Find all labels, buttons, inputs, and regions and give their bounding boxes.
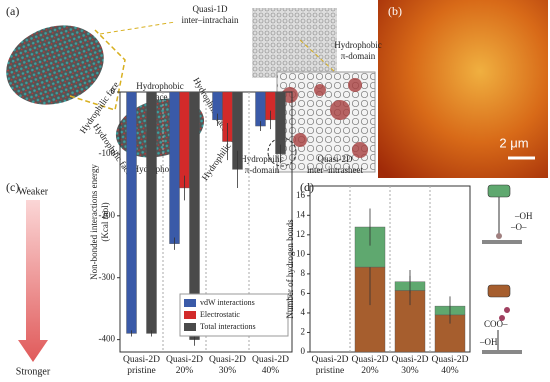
label: Hydrophobic xyxy=(334,40,382,50)
x-tick-label: Quasi-2D pristine xyxy=(123,355,160,376)
label: inter–intrachain xyxy=(182,15,239,25)
panel-label: (c) xyxy=(6,180,19,194)
label: Hydrophobic xyxy=(136,81,184,91)
label: face xyxy=(153,92,168,102)
label: π-domain xyxy=(245,165,280,175)
y-tick-label: -400 xyxy=(99,334,116,344)
y-tick-label: 8 xyxy=(301,268,306,278)
legend-label: Electrostatic xyxy=(200,310,240,319)
hbond-icons xyxy=(482,184,522,354)
annotation: Weaker xyxy=(18,186,49,197)
legend-swatch xyxy=(184,311,196,319)
y-tick-label: 6 xyxy=(301,287,306,297)
panel-label: (a) xyxy=(6,4,19,18)
bar xyxy=(169,91,180,244)
scale-bar-label: 2 μm xyxy=(499,135,528,150)
icon-label: –OH xyxy=(479,337,498,347)
legend-box xyxy=(179,293,289,337)
icon-label: –O– xyxy=(510,222,527,232)
bar xyxy=(126,91,137,334)
strength-arrow xyxy=(18,200,48,362)
legend-label: Total interactions xyxy=(200,322,256,331)
legend-swatch xyxy=(184,323,196,331)
afm-image xyxy=(378,0,548,178)
bar xyxy=(255,91,266,127)
y-tick-label: -300 xyxy=(99,272,116,282)
bar xyxy=(146,91,157,334)
y-tick-label: 2 xyxy=(301,327,306,337)
y-axis-label: Number of hydrogen bonds xyxy=(285,219,295,319)
y-tick-label: 10 xyxy=(296,248,306,258)
label: Quasi-2D xyxy=(318,154,353,164)
bar xyxy=(179,91,190,189)
x-tick-label: Quasi-2D 20% xyxy=(166,355,203,376)
y-tick-label: 4 xyxy=(301,307,306,317)
panel-label: (b) xyxy=(388,4,402,18)
label: Hydrophilic xyxy=(240,154,284,164)
label: Quasi-1D xyxy=(193,4,228,14)
x-tick-label: Quasi-2D 40% xyxy=(431,355,469,376)
x-tick-label: Quasi-2D 30% xyxy=(209,355,246,376)
y-tick-label: 14 xyxy=(296,209,306,219)
x-tick-label: Quasi-2D 30% xyxy=(391,355,429,376)
x-tick-label: Quasi-2D pristine xyxy=(311,355,349,376)
y-tick-label: 0 xyxy=(301,346,306,356)
annotation: Stronger xyxy=(16,366,51,377)
y-tick-label: 12 xyxy=(296,229,305,239)
label: inter–intrasheet xyxy=(307,165,363,175)
y-tick-label: -100 xyxy=(99,148,116,158)
label: π-domain xyxy=(341,51,376,61)
x-tick-label: Quasi-2D 20% xyxy=(351,355,389,376)
y-axis-label: (Kcal mol) xyxy=(100,202,110,241)
icon-label: –OH xyxy=(514,211,533,221)
y-tick-label: -200 xyxy=(99,210,116,220)
y-tick-label: 0 xyxy=(111,86,116,96)
legend-label: vdW interactions xyxy=(200,298,255,307)
label: Hydrophobic face xyxy=(133,164,198,174)
y-tick-label: 16 xyxy=(296,190,306,200)
x-tick-label: Quasi-2D 40% xyxy=(252,355,289,376)
icon-label: COO– xyxy=(484,319,508,329)
y-axis-label: Non-bonded interactions energy xyxy=(89,164,99,280)
legend-swatch xyxy=(184,299,196,307)
